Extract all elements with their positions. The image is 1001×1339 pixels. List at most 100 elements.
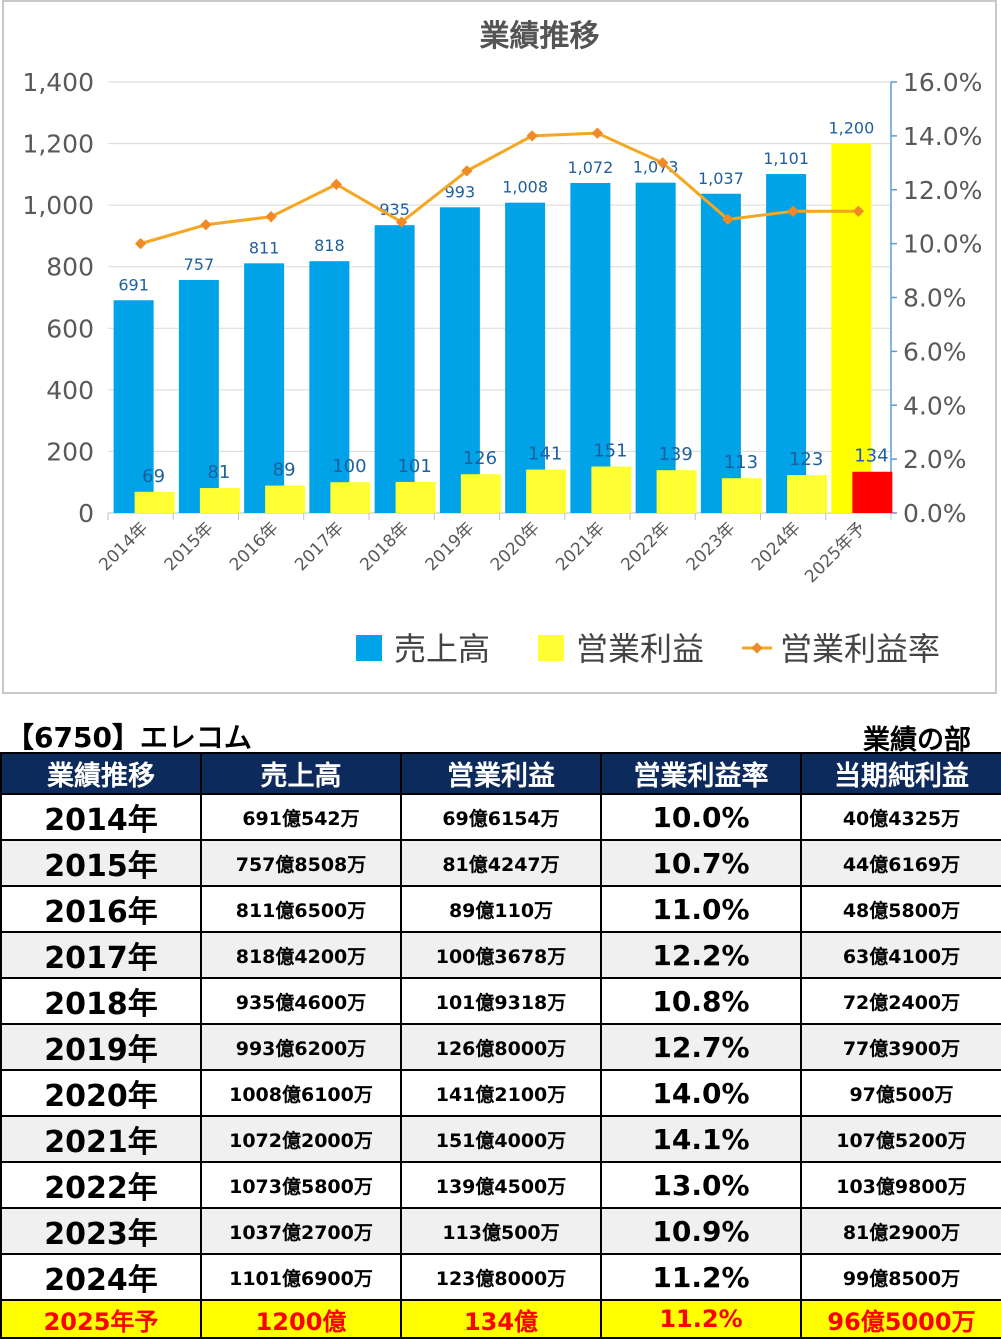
table-row: 2014年 691億542万 69億6154万 10.0% 40億4325万 <box>0 793 1001 841</box>
operating-margin-point <box>265 211 277 223</box>
operating-profit-data-label: 141 <box>528 444 562 465</box>
operating-profit-data-label: 81 <box>207 462 230 483</box>
y-tick-right: 14.0% <box>903 122 982 151</box>
cell-operating-profit: 81億4247万 <box>400 839 602 887</box>
sales-bar <box>766 174 807 513</box>
cell-year: 2019年 <box>0 1023 202 1071</box>
operating-profit-bar <box>134 491 175 513</box>
cell-operating-profit: 69億6154万 <box>400 793 602 841</box>
operating-margin-point <box>200 219 212 231</box>
cell-operating-profit: 139億4500万 <box>400 1161 602 1209</box>
y-tick-right: 10.0% <box>903 230 982 259</box>
header-operating-margin: 営業利益率 <box>600 752 802 795</box>
cell-net-income: 99億8500万 <box>800 1253 1001 1301</box>
operating-margin-point <box>656 157 669 169</box>
cell-net-income: 103億9800万 <box>800 1161 1001 1209</box>
operating-profit-data-label: 113 <box>724 452 758 473</box>
cell-operating-margin: 10.9% <box>600 1207 802 1255</box>
sales-bar <box>113 300 154 513</box>
results-table: 業績推移 売上高 営業利益 営業利益率 当期純利益 2014年 691億542万 6… <box>0 752 1001 1339</box>
operating-profit-bar <box>591 466 632 513</box>
sales-bar <box>178 279 219 513</box>
operating-profit-data-label: 123 <box>789 449 823 470</box>
operating-margin-point <box>852 205 865 217</box>
cell-sales: 1101億6900万 <box>200 1253 402 1301</box>
sales-data-label: 811 <box>249 238 280 257</box>
operating-margin-point <box>330 178 343 191</box>
operating-margin-point <box>461 165 473 177</box>
operating-profit-bar <box>199 488 240 513</box>
table-row: 2023年 1037億2700万 113億500万 10.9% 81億2900万 <box>0 1207 1001 1255</box>
table-header-row: 業績推移 売上高 営業利益 営業利益率 当期純利益 <box>0 752 1001 795</box>
cell-sales: 1073億5800万 <box>200 1161 402 1209</box>
sales-data-label: 1,200 <box>828 119 874 138</box>
table-row: 2019年 993億6200万 126億8000万 12.7% 77億3900万 <box>0 1023 1001 1071</box>
sales-bar <box>635 182 676 513</box>
operating-profit-bar <box>526 469 567 513</box>
cell-operating-profit: 100億3678万 <box>400 931 602 979</box>
operating-margin-point <box>591 127 604 139</box>
legend-operating-profit-label: 営業利益 <box>576 630 704 668</box>
sales-bar <box>831 143 872 514</box>
sales-bar <box>374 225 415 513</box>
cell-sales: 811億6500万 <box>200 885 402 933</box>
sales-bar <box>505 202 546 513</box>
sales-data-label: 1,037 <box>698 169 744 188</box>
operating-margin-point <box>787 205 799 217</box>
cell-operating-profit: 123億8000万 <box>400 1253 602 1301</box>
legend-margin-marker <box>751 642 763 654</box>
x-tick-label: 2016年 <box>226 518 283 575</box>
cell-year: 2023年 <box>0 1207 202 1255</box>
forecast-cell-operating-margin: 11.2% <box>600 1299 802 1339</box>
table-row: 2015年 757億8508万 81億4247万 10.7% 44億6169万 <box>0 839 1001 887</box>
header-sales: 売上高 <box>200 752 402 795</box>
cell-operating-margin: 10.0% <box>600 793 802 841</box>
cell-operating-profit: 101億9318万 <box>400 977 602 1025</box>
operating-profit-bar <box>721 478 762 513</box>
operating-margin-point <box>134 237 147 250</box>
cell-net-income: 48億5800万 <box>800 885 1001 933</box>
operating-profit-bar <box>656 470 697 513</box>
cell-operating-profit: 89億110万 <box>400 885 602 933</box>
y-tick-left: 400 <box>46 376 94 405</box>
sales-data-label: 993 <box>445 182 476 201</box>
x-tick-label: 2019年 <box>422 518 479 575</box>
cell-year: 2020年 <box>0 1069 202 1117</box>
table-row: 2017年 818億4200万 100億3678万 12.2% 63億4100万 <box>0 931 1001 979</box>
cell-operating-profit: 113億500万 <box>400 1207 602 1255</box>
y-tick-left: 600 <box>46 314 94 343</box>
x-tick-label: 2014年 <box>95 518 152 575</box>
section-label: 業績の部 <box>863 725 971 756</box>
cell-net-income: 63億4100万 <box>800 931 1001 979</box>
legend-operating-profit-swatch <box>538 635 564 661</box>
cell-net-income: 107億5200万 <box>800 1115 1001 1163</box>
cell-sales: 1072億2000万 <box>200 1115 402 1163</box>
x-tick-label: 2015年 <box>161 518 218 575</box>
table-row: 2016年 811億6500万 89億110万 11.0% 48億5800万 <box>0 885 1001 933</box>
cell-net-income: 40億4325万 <box>800 793 1001 841</box>
operating-margin-point <box>722 213 734 226</box>
cell-year: 2014年 <box>0 793 202 841</box>
cell-operating-margin: 12.2% <box>600 931 802 979</box>
operating-profit-data-label: 101 <box>397 456 431 477</box>
cell-sales: 993億6200万 <box>200 1023 402 1071</box>
operating-margin-point <box>395 216 408 228</box>
table-row: 2020年 1008億6100万 141億2100万 14.0% 97億500万 <box>0 1069 1001 1117</box>
y-tick-right: 4.0% <box>903 391 967 420</box>
cell-year: 2017年 <box>0 931 202 979</box>
operating-profit-bar <box>852 471 893 513</box>
cell-operating-profit: 126億8000万 <box>400 1023 602 1071</box>
table-row: 2024年 1101億6900万 123億8000万 11.2% 99億8500万 <box>0 1253 1001 1301</box>
sales-bar <box>244 263 285 513</box>
cell-net-income: 44億6169万 <box>800 839 1001 887</box>
cell-year: 2016年 <box>0 885 202 933</box>
cell-operating-margin: 12.7% <box>600 1023 802 1071</box>
operating-profit-bar <box>330 482 371 513</box>
y-tick-right: 2.0% <box>903 445 967 474</box>
cell-year: 2021年 <box>0 1115 202 1163</box>
cell-operating-margin: 10.7% <box>600 839 802 887</box>
company-name: 【6750】エレコム <box>6 721 252 754</box>
x-tick-label: 2023年 <box>683 518 740 575</box>
cell-sales: 757億8508万 <box>200 839 402 887</box>
operating-profit-data-label: 151 <box>593 441 627 462</box>
